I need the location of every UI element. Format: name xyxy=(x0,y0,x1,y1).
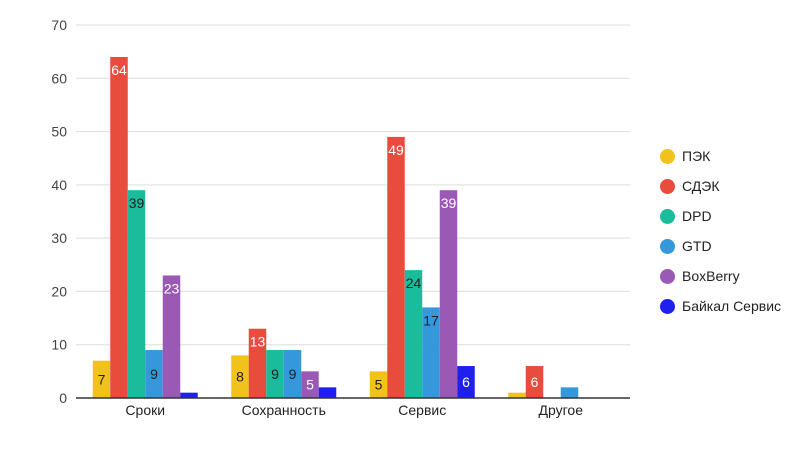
legend-item-pek: ПЭК xyxy=(660,141,781,171)
bar-dpd-сервис xyxy=(404,270,423,398)
legend-label-dpd: DPD xyxy=(682,208,712,224)
y-tick-label: 0 xyxy=(59,390,67,406)
data-label: 9 xyxy=(289,366,297,382)
data-label: 13 xyxy=(250,334,266,350)
data-label: 5 xyxy=(375,377,383,393)
data-label: 64 xyxy=(111,62,127,78)
y-tick-label: 40 xyxy=(51,177,67,193)
bar-gtd-сроки xyxy=(145,350,163,398)
x-category-label: Сроки xyxy=(125,402,165,418)
legend-swatch-pek xyxy=(660,148,675,164)
gridlines xyxy=(76,24,630,346)
data-label: 39 xyxy=(129,195,145,211)
y-tick-label: 60 xyxy=(51,70,67,86)
legend-item-boxberry: BoxBerry xyxy=(660,261,781,291)
legend-label-gtd: GTD xyxy=(682,238,712,254)
bar-boxberry-сроки xyxy=(162,275,181,398)
data-label: 23 xyxy=(164,280,180,296)
legend-item-baikal-service: Байкал Сервис xyxy=(660,291,781,321)
data-label: 6 xyxy=(462,374,470,390)
bar-gtd-сервис xyxy=(422,307,440,398)
bar-сдэк-сервис xyxy=(387,136,405,398)
bar-boxberry-сервис xyxy=(439,190,458,398)
legend-item-gtd: GTD xyxy=(660,231,781,261)
legend: ПЭК СДЭК DPD GTD BoxBerry Байкал Сервис xyxy=(660,141,781,321)
y-tick-label: 10 xyxy=(51,337,67,353)
y-tick-label: 20 xyxy=(51,283,67,299)
data-label: 7 xyxy=(98,371,106,387)
data-label: 49 xyxy=(388,142,404,158)
legend-swatch-cdek xyxy=(660,178,675,194)
bar-пэк-сохранность xyxy=(231,355,249,398)
data-label: 5 xyxy=(306,377,314,393)
bar-boxberry-сохранность xyxy=(301,371,319,398)
data-label: 8 xyxy=(236,369,244,385)
bar-dpd-сроки xyxy=(127,190,146,398)
legend-item-cdek: СДЭК xyxy=(660,171,781,201)
y-axis-ticks: 0 10 20 30 40 50 60 70 xyxy=(51,17,67,406)
bar-байкал-сервис-сервис xyxy=(457,366,475,398)
bar-сдэк-другое xyxy=(525,366,544,398)
data-label: 17 xyxy=(423,312,439,328)
bar-пэк-сервис xyxy=(369,371,388,398)
bar-пэк-другое xyxy=(508,392,526,398)
data-label: 24 xyxy=(406,275,422,291)
data-label: 9 xyxy=(271,366,279,382)
bar-сдэк-сохранность xyxy=(248,328,267,398)
bar-dpd-сохранность xyxy=(266,350,284,398)
legend-item-dpd: DPD xyxy=(660,201,781,231)
data-label: 6 xyxy=(531,374,539,390)
x-category-label: Сохранность xyxy=(242,402,326,418)
legend-swatch-baikal-service xyxy=(660,298,675,314)
y-tick-label: 70 xyxy=(51,17,67,33)
legend-swatch-dpd xyxy=(660,208,675,224)
x-category-label: Другое xyxy=(539,402,584,418)
bar-сдэк-сроки xyxy=(110,56,128,398)
legend-label-boxberry: BoxBerry xyxy=(682,268,740,284)
legend-swatch-boxberry xyxy=(660,268,675,284)
bar-байкал-сервис-сохранность xyxy=(318,387,337,398)
x-axis-labels: Сроки Сохранность Сервис Другое xyxy=(125,402,583,418)
bar-gtd-сохранность xyxy=(283,350,302,398)
y-tick-label: 30 xyxy=(51,230,67,246)
bar-пэк-сроки xyxy=(92,360,111,398)
bars xyxy=(92,56,579,398)
bar-gtd-другое xyxy=(560,387,579,398)
data-label: 39 xyxy=(441,195,457,211)
data-label: 9 xyxy=(150,366,158,382)
legend-label-cdek: СДЭК xyxy=(682,178,720,194)
y-tick-label: 50 xyxy=(51,124,67,140)
legend-label-baikal-service: Байкал Сервис xyxy=(682,298,782,314)
legend-label-pek: ПЭК xyxy=(682,148,711,164)
x-category-label: Сервис xyxy=(398,402,446,418)
legend-swatch-gtd xyxy=(660,238,675,254)
bar-байкал-сервис-сроки xyxy=(180,392,198,398)
